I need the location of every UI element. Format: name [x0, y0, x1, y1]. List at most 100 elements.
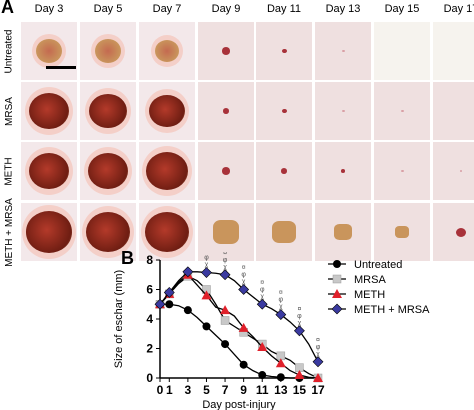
- wound-photo: [256, 142, 312, 200]
- data-point: [313, 373, 323, 382]
- legend-label: Untreated: [354, 259, 402, 271]
- wound: [281, 108, 287, 114]
- row-label-text: METH + MRSA: [3, 197, 15, 267]
- data-point: [182, 266, 194, 278]
- legend-label: METH: [354, 289, 385, 301]
- data-point: [256, 298, 268, 310]
- x-tick-label: 7: [222, 383, 229, 397]
- data-point: [239, 360, 248, 369]
- x-tick-label: 3: [185, 383, 192, 397]
- x-tick-label: 5: [203, 383, 210, 397]
- wound: [36, 39, 62, 63]
- y-tick-label: 4: [146, 312, 153, 326]
- x-tick-label: 13: [274, 383, 288, 397]
- significance-mark: χ: [223, 264, 227, 271]
- significance-mark: ¤: [242, 265, 246, 272]
- row-label-text: Untreated: [3, 29, 15, 73]
- data-point: [201, 290, 212, 300]
- day-label: Day 9: [211, 3, 241, 15]
- significance-mark: ¤: [223, 252, 227, 257]
- data-point: [276, 373, 285, 382]
- day-label: Day 11: [266, 3, 302, 15]
- row-label: METH: [0, 142, 18, 200]
- wound: [272, 221, 296, 243]
- wound: [155, 40, 179, 62]
- x-tick-label: 11: [256, 383, 269, 397]
- wound-photo: [80, 203, 136, 261]
- wound: [145, 212, 189, 252]
- x-tick-label: 17: [311, 383, 325, 397]
- wound-photo: [139, 203, 195, 261]
- significance-mark: φ: [260, 286, 265, 293]
- wound: [95, 39, 121, 63]
- y-tick-label: 0: [146, 371, 153, 385]
- wound: [89, 93, 127, 129]
- wound-photo: [198, 142, 254, 200]
- row-label-text: METH: [3, 156, 15, 186]
- wound: [341, 169, 345, 173]
- wound: [456, 227, 466, 237]
- y-axis-label: Size of eschar (mm): [113, 270, 125, 368]
- data-point: [219, 269, 231, 281]
- significance-mark: ¤: [260, 279, 264, 286]
- legend-marker: [333, 260, 341, 268]
- significance-mark: ¤: [316, 337, 320, 344]
- y-tick-label: 6: [146, 283, 153, 297]
- data-point: [165, 300, 174, 309]
- series-line: [160, 303, 318, 379]
- data-point: [238, 284, 250, 295]
- wound: [86, 212, 130, 252]
- significance-mark: χ: [205, 262, 209, 269]
- data-point: [294, 370, 305, 380]
- wound: [400, 109, 404, 113]
- wound: [146, 152, 188, 190]
- wound: [281, 48, 287, 54]
- wound-photo: [21, 142, 77, 200]
- legend-marker: [331, 303, 343, 315]
- wound-photo: [198, 203, 254, 261]
- wound: [88, 153, 128, 189]
- data-point: [238, 322, 249, 332]
- legend-label: METH + MRSA: [354, 304, 430, 316]
- data-point: [202, 322, 211, 331]
- significance-mark: ¤: [205, 252, 209, 255]
- data-point: [258, 371, 267, 380]
- data-point: [275, 358, 286, 368]
- wound-photo: [80, 142, 136, 200]
- wound: [29, 93, 69, 129]
- wound: [281, 168, 287, 174]
- row-label: MRSA: [0, 82, 18, 140]
- significance-mark: φ: [279, 297, 284, 304]
- wound: [341, 109, 345, 113]
- significance-mark: ¤: [279, 290, 283, 297]
- significance-mark: χ: [298, 320, 302, 327]
- significance-mark: χ: [260, 293, 264, 300]
- wound-photo: [21, 203, 77, 261]
- wound-photo: [139, 142, 195, 200]
- wound-photo: [433, 22, 474, 80]
- data-point: [293, 325, 305, 337]
- wound: [334, 223, 352, 241]
- wound: [222, 47, 230, 55]
- day-label: Day 3: [34, 3, 64, 15]
- legend-label: MRSA: [354, 274, 386, 286]
- data-point: [312, 356, 324, 368]
- data-point: [163, 287, 175, 298]
- data-point: [154, 298, 166, 310]
- row-label: Untreated: [0, 22, 18, 80]
- significance-mark: φ: [241, 272, 246, 279]
- wound-photo: [315, 82, 371, 140]
- wound-photo: [374, 22, 430, 80]
- significance-mark: χ: [316, 351, 320, 358]
- significance-mark: φ: [297, 313, 302, 320]
- wound-photo: [256, 82, 312, 140]
- significance-mark: φ: [223, 257, 228, 264]
- x-tick-label: 1: [166, 383, 173, 397]
- wound-photo: [139, 22, 195, 80]
- day-label: Day 13: [325, 3, 361, 15]
- significance-mark: φ: [204, 255, 209, 262]
- wound: [400, 169, 404, 173]
- wound: [341, 49, 345, 53]
- wound-photo: [198, 82, 254, 140]
